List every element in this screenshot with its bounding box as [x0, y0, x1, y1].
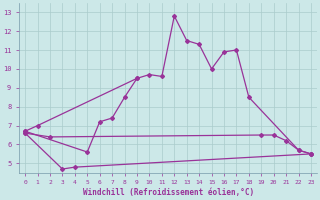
X-axis label: Windchill (Refroidissement éolien,°C): Windchill (Refroidissement éolien,°C): [83, 188, 254, 197]
